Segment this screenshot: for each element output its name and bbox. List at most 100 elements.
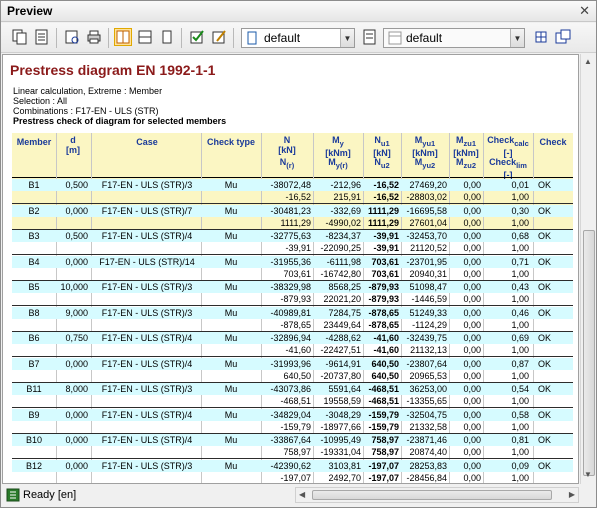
cell-type: Mu — [224, 231, 238, 241]
cell-myu: 36253,00 — [409, 384, 447, 394]
cell-nu: -41,60 — [373, 333, 399, 343]
chevron-down-icon[interactable]: ▼ — [340, 29, 354, 47]
cell-case: F17-EN - ULS (STR)/14 — [99, 256, 195, 267]
close-icon[interactable]: ✕ — [579, 3, 590, 18]
copy-icon[interactable] — [11, 28, 29, 46]
horizontal-scroll-thumb[interactable] — [312, 490, 552, 500]
single-page-icon[interactable] — [158, 28, 176, 46]
cell-lim: 1,00 — [511, 447, 529, 457]
cell-my2: 215,91 — [333, 192, 361, 202]
print-preview-icon[interactable] — [63, 28, 81, 46]
cell-my2: 22021,20 — [323, 294, 361, 304]
cell-d: 9,000 — [65, 307, 88, 318]
rows-view-icon[interactable] — [136, 28, 154, 46]
cell-nu: -879,93 — [368, 282, 399, 292]
cell-my2: -22427,51 — [320, 345, 361, 355]
chevron-down-icon[interactable]: ▼ — [510, 29, 524, 47]
document-icon[interactable] — [33, 28, 51, 46]
cell-check: OK — [538, 256, 552, 267]
cell-d: 0,000 — [65, 256, 88, 267]
cell-lim: 1,00 — [511, 396, 529, 406]
cell-n2: 640,50 — [283, 370, 311, 381]
grid-small-icon[interactable] — [532, 28, 550, 46]
cell-nu2: 640,50 — [371, 370, 399, 381]
cell-type: Mu — [224, 180, 238, 190]
scroll-left-icon[interactable]: ◀ — [299, 490, 306, 499]
cell-case: F17-EN - ULS (STR)/4 — [101, 333, 193, 343]
edit-document-icon[interactable] — [210, 28, 228, 46]
title-bar: Preview ✕ — [1, 1, 596, 22]
horizontal-scrollbar[interactable]: ◀ ▶ — [295, 487, 579, 503]
columns-view-icon[interactable] — [114, 28, 132, 46]
cell-n2: -878,65 — [280, 319, 311, 330]
style-combo[interactable]: default ▼ — [383, 28, 525, 48]
row-divider — [12, 228, 573, 230]
cell-nu: -197,07 — [368, 460, 399, 471]
cell-lim: 1,00 — [511, 192, 529, 202]
row-divider — [12, 484, 573, 485]
cell-mzu2: 0,00 — [463, 243, 481, 253]
cell-nu: 1111,29 — [367, 205, 399, 216]
header-mzu2: Mzu2 — [455, 157, 476, 170]
cell-n: -42390,62 — [270, 460, 311, 471]
cell-calc: 0,54 — [511, 384, 529, 394]
cell-n: -31993,96 — [270, 358, 311, 369]
cell-nu: -16,52 — [373, 180, 399, 190]
cell-check: OK — [538, 231, 552, 241]
cell-lim: 1,00 — [511, 472, 529, 483]
cell-member: B2 — [28, 205, 40, 216]
table-row: B2 0,000 F17-EN - ULS (STR)/7 Mu -30481,23 11… — [12, 204, 573, 230]
scroll-up-icon[interactable]: ▲ — [584, 57, 592, 66]
scroll-down-icon[interactable]: ▼ — [584, 470, 592, 479]
cell-d: 0,000 — [65, 358, 88, 369]
cell-d: 0,500 — [65, 231, 88, 241]
header-check-lim: Checklim [-] — [489, 157, 527, 180]
cell-type: Mu — [224, 307, 238, 318]
cell-d: 8,000 — [65, 384, 88, 394]
cell-case: F17-EN - ULS (STR)/3 — [101, 460, 193, 471]
cell-case: F17-EN - ULS (STR)/4 — [101, 231, 193, 241]
cell-mzu: 0,00 — [463, 282, 481, 292]
info-calculation: Linear calculation, Extreme : Member — [13, 86, 163, 96]
vertical-scrollbar[interactable]: ▲ ▼ — [580, 54, 596, 484]
cell-my: 5591,64 — [328, 384, 361, 394]
cell-my: -10995,49 — [320, 435, 361, 445]
cell-mzu2: 0,00 — [463, 268, 481, 279]
cell-my2: -16742,80 — [320, 268, 361, 279]
window-title: Preview — [7, 4, 53, 18]
cell-myu2: 27601,04 — [409, 217, 447, 228]
cell-member: B10 — [25, 435, 42, 445]
check-document-icon[interactable] — [188, 28, 206, 46]
cell-d: 0,500 — [65, 180, 88, 190]
template-combo[interactable]: default ▼ — [241, 28, 355, 48]
cell-case: F17-EN - ULS (STR)/4 — [101, 409, 193, 420]
cell-n: -38072,48 — [270, 180, 311, 190]
cell-case: F17-EN - ULS (STR)/4 — [101, 358, 193, 369]
grid-large-icon[interactable] — [554, 28, 572, 46]
style-document-icon[interactable] — [361, 28, 379, 46]
cell-my2: -20737,80 — [320, 370, 361, 381]
scroll-right-icon[interactable]: ▶ — [568, 490, 575, 499]
cell-check: OK — [538, 333, 552, 343]
row-divider — [12, 432, 573, 434]
vertical-scroll-thumb[interactable] — [583, 230, 595, 476]
cell-n2: -468,51 — [280, 396, 311, 406]
row-highlight — [12, 434, 573, 446]
cell-mzu: 0,00 — [463, 180, 481, 190]
cell-myu2: 21332,58 — [409, 421, 447, 432]
cell-my: -3048,29 — [325, 409, 361, 420]
cell-calc: 0,30 — [511, 205, 529, 216]
status-icon — [6, 488, 20, 507]
cell-mzu2: 0,00 — [463, 294, 481, 304]
cell-myu2: -13355,65 — [406, 396, 447, 406]
cell-myu2: 20965,53 — [409, 370, 447, 381]
cell-lim: 1,00 — [511, 421, 529, 432]
print-icon[interactable] — [85, 28, 103, 46]
cell-lim: 1,00 — [511, 345, 529, 355]
cell-myu: -23807,64 — [406, 358, 447, 369]
header-check-type: Check type — [206, 137, 256, 147]
cell-calc: 0,87 — [511, 358, 529, 369]
cell-member: B1 — [28, 180, 40, 190]
report-title: Prestress diagram EN 1992-1-1 — [10, 62, 216, 78]
cell-n: -32896,94 — [270, 333, 311, 343]
